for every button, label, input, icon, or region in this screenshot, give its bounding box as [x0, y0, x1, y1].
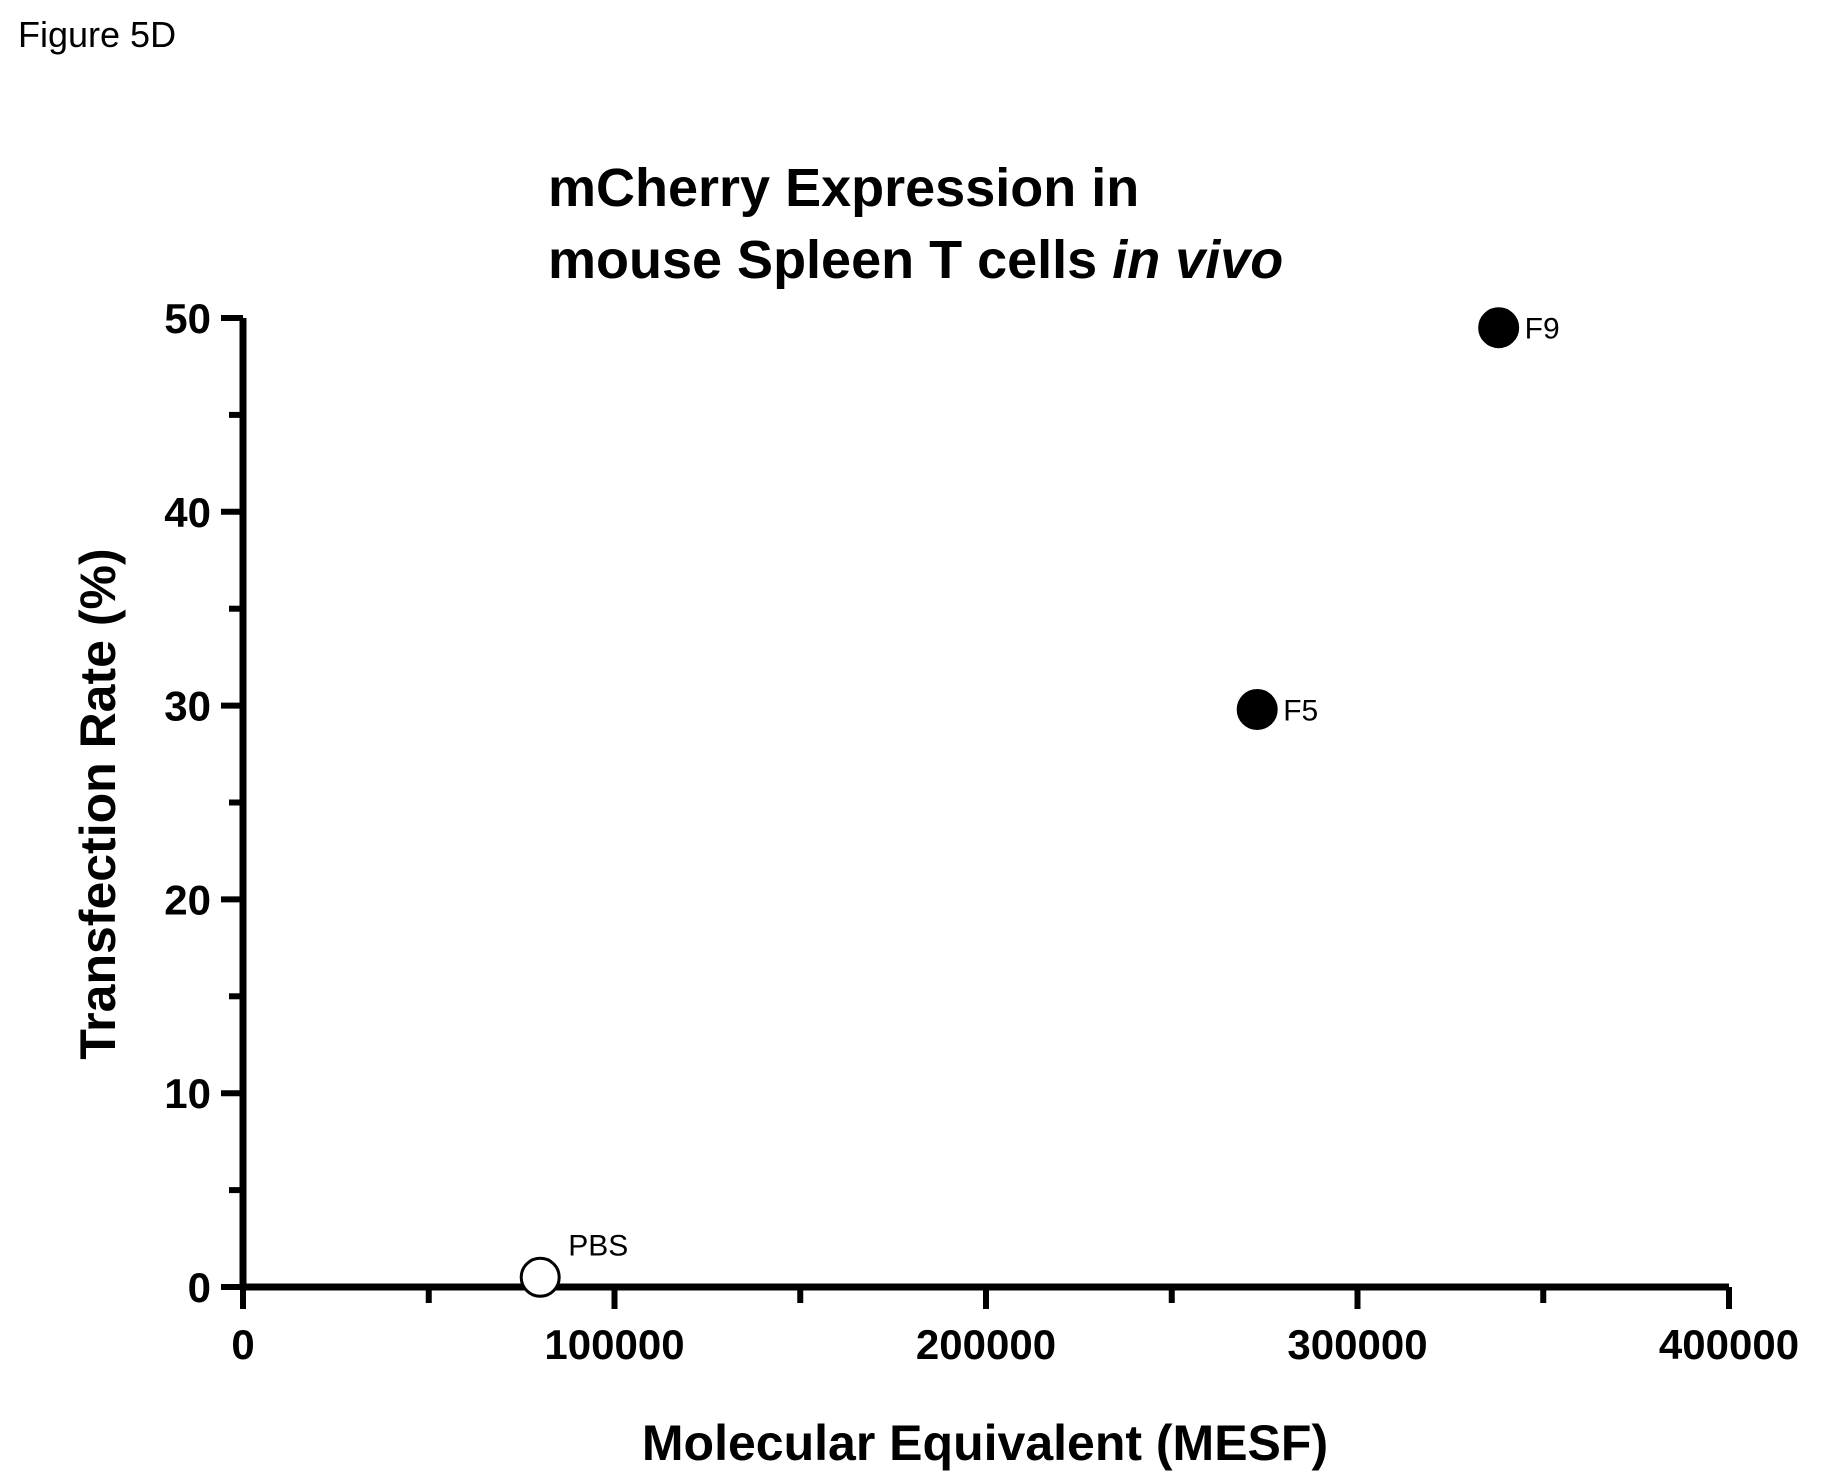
x-tick-label: 400000: [1659, 1321, 1799, 1368]
point-label-pbs: PBS: [568, 1229, 628, 1262]
data-point-f9: [1478, 307, 1520, 349]
figure-label: Figure 5D: [18, 14, 177, 55]
x-tick-label: 200000: [916, 1321, 1056, 1368]
x-tick-label: 100000: [544, 1321, 684, 1368]
point-label-f9: F9: [1525, 313, 1560, 346]
y-tick-label: 0: [188, 1264, 211, 1311]
y-axis-title: Transfection Rate (%): [70, 548, 126, 1059]
x-tick-label: 0: [231, 1321, 254, 1368]
x-axis-title: Molecular Equivalent (MESF): [642, 1415, 1328, 1471]
y-tick-label: 40: [164, 489, 211, 536]
data-point-f5: [1236, 688, 1278, 730]
y-tick-label: 30: [164, 683, 211, 730]
chart-title-line2-normal: mouse Spleen T cells: [548, 230, 1112, 290]
y-tick-label: 10: [164, 1070, 211, 1117]
data-point-pbs: [519, 1256, 561, 1298]
point-label-f5: F5: [1283, 694, 1318, 727]
axes: 0 100000 200000 300000 400000 0 10 20 30 40 50: [164, 295, 1799, 1368]
chart-title-line2-italic: in vivo: [1112, 230, 1283, 290]
chart-title-line1: mCherry Expression in: [548, 158, 1139, 218]
y-tick-label: 50: [164, 295, 211, 342]
y-tick-label: 20: [164, 876, 211, 923]
data-points: PBS F5 F9: [519, 307, 1560, 1298]
x-tick-label: 300000: [1287, 1321, 1427, 1368]
chart-title-line2: mouse Spleen T cells in vivo: [548, 230, 1283, 290]
